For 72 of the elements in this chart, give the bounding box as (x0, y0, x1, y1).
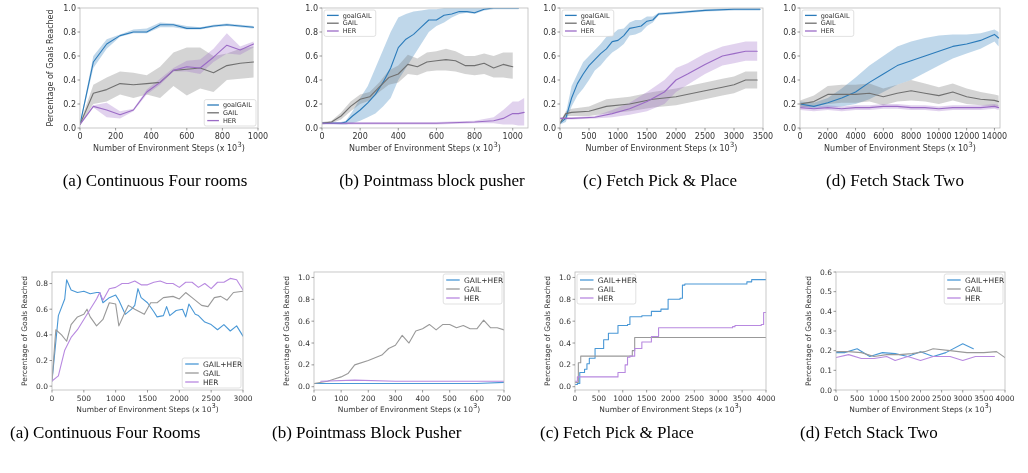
y-tick-label: 0.0 (783, 123, 796, 133)
y-tick-label: 0.8 (783, 27, 796, 37)
y-tick-label: 0.6 (63, 51, 76, 61)
y-tick-label: 0.0 (543, 123, 556, 133)
x-tick-label: 0 (557, 132, 563, 141)
text: (c) Fetch Pick & Place (583, 171, 737, 190)
x-tick-label: 1000 (247, 132, 269, 141)
x-axis-title: Number of Environment Steps (x 10$^{3}$) (585, 139, 738, 153)
y-tick-label: 0.2 (543, 99, 556, 109)
x-tick-label: 1000 (607, 132, 629, 141)
x-tick-label: 200 (107, 132, 124, 141)
y-tick-label: 0.8 (63, 27, 76, 37)
line-series (322, 111, 525, 124)
y-tick-label: 0.8 (305, 27, 318, 37)
y-tick-label: 0.4 (543, 75, 556, 85)
text: (d) Fetch Stack Two (800, 423, 938, 442)
line-series (322, 59, 514, 124)
x-axis-title: Number of Environment Steps (x 10$^{3}$) (824, 139, 976, 153)
x-tick-label: 2500 (694, 132, 716, 141)
line-series (314, 319, 504, 384)
text: (b) Pointmass Block Pusher (272, 423, 462, 442)
y-tick-label: 1.0 (63, 3, 76, 13)
x-tick-label: 0 (319, 132, 325, 141)
y-axis-title: Percentage of Goals Reached (45, 9, 55, 127)
text: (b) Pointmass block pusher (339, 171, 526, 190)
x-tick-label: 600 (428, 132, 445, 141)
y-tick-label: 0.2 (783, 99, 796, 109)
x-tick-label: 200 (352, 132, 368, 141)
y-tick-label: 1.0 (305, 3, 318, 13)
y-tick-label: 0.2 (305, 99, 318, 109)
y-tick-label: 0.4 (305, 75, 318, 85)
x-tick-label: 800 (466, 132, 483, 141)
x-tick-label: 0 (77, 132, 83, 141)
y-tick-label: 1.0 (543, 3, 556, 13)
x-tick-label: 1000 (502, 132, 523, 141)
x-axis-title: Number of Environment Steps (x 10$^{3}$) (349, 139, 501, 153)
x-tick-label: 0 (797, 132, 803, 141)
y-tick-label: 0.2 (63, 99, 76, 109)
y-tick-label: 0.8 (543, 27, 556, 37)
x-tick-label: 600 (179, 132, 195, 141)
x-tick-label: 400 (143, 132, 159, 141)
text: (a) Continuous Four rooms (62, 171, 248, 190)
y-tick-label: 1.0 (783, 3, 796, 13)
x-tick-label: 2000 (817, 132, 838, 141)
x-tick-label: 10000 (926, 132, 952, 141)
x-tick-label: 1500 (636, 132, 658, 141)
x-tick-label: 400 (390, 132, 406, 141)
text: (c) Fetch Pick & Place (540, 423, 694, 442)
y-tick-label: 0.0 (63, 123, 76, 133)
line-series (560, 79, 758, 124)
line-series (836, 348, 1005, 359)
x-tick-label: 6000 (873, 132, 894, 141)
x-tick-label: 4000 (845, 132, 866, 141)
x-tick-label: 800 (214, 132, 231, 141)
x-tick-label: 3500 (752, 132, 774, 141)
y-tick-label: 0.4 (783, 75, 796, 85)
x-tick-label: 2000 (665, 132, 687, 141)
x-tick-label: 8000 (900, 132, 922, 141)
y-tick-label: 0.6 (305, 51, 318, 61)
text: (a) Continuous Four Rooms (10, 423, 201, 442)
x-tick-label: 3000 (723, 132, 745, 141)
line-series (836, 343, 974, 358)
y-tick-label: 0.6 (543, 51, 556, 61)
text: (d) Fetch Stack Two (826, 171, 964, 190)
x-tick-label: 14000 (981, 132, 1008, 141)
x-axis-title: Number of Environment Steps (x 10$^{3}$) (93, 139, 245, 153)
x-tick-label: 500 (581, 132, 597, 141)
y-tick-label: 0.6 (783, 51, 796, 61)
y-tick-label: 0.4 (63, 75, 76, 85)
line-series (800, 90, 1000, 105)
y-tick-label: 0.0 (305, 123, 318, 133)
x-tick-label: 12000 (953, 132, 980, 141)
